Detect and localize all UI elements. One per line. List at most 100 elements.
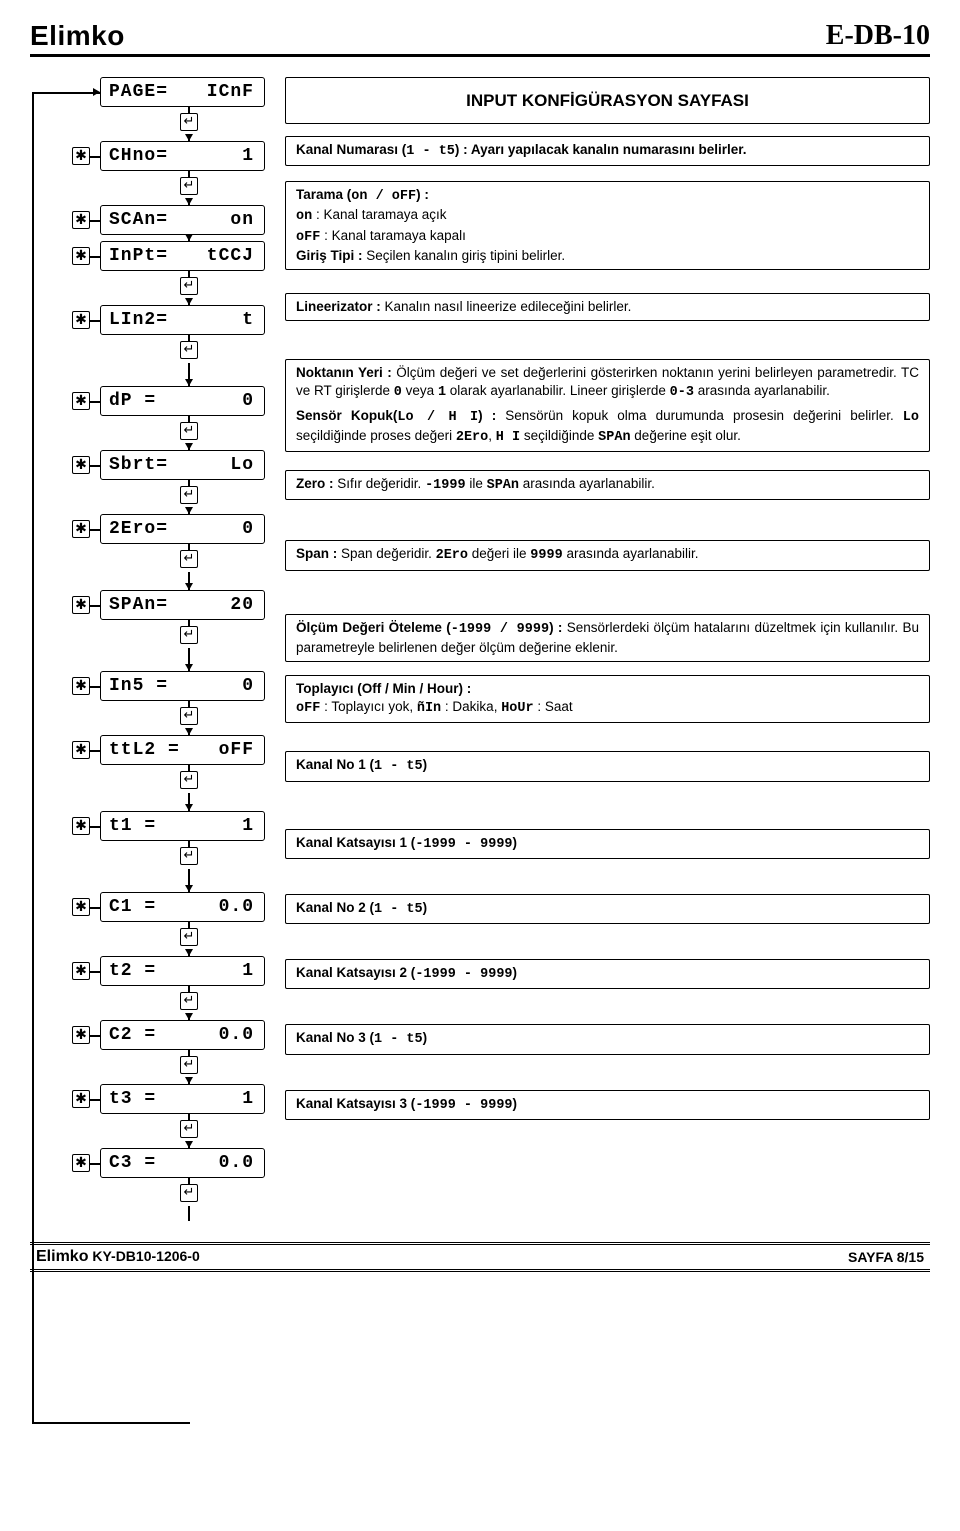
param-value: tCCJ — [207, 246, 254, 266]
star-button[interactable]: ✱ — [72, 520, 90, 538]
param-label: InPt= — [109, 246, 168, 266]
flow-return-bottom — [32, 1422, 190, 1424]
enter-button[interactable]: ↵ — [180, 177, 198, 195]
footer-brand: Elimko — [36, 1248, 88, 1265]
enter-button[interactable]: ↵ — [180, 626, 198, 644]
star-button[interactable]: ✱ — [72, 898, 90, 916]
star-button[interactable]: ✱ — [72, 1154, 90, 1172]
param-t1: ✱ t1 = 1 — [40, 811, 275, 841]
footer-bar: Elimko KY-DB10-1206-0 SAYFA 8/15 — [30, 1242, 930, 1272]
header-bar: Elimko E-DB-10 — [30, 20, 930, 57]
desc-t1: Kanal No 1 (1 - t5) — [285, 751, 930, 781]
star-button[interactable]: ✱ — [72, 741, 90, 759]
desc-ins: Ölçüm Değeri Öteleme (-1999 / 9999) : Se… — [285, 614, 930, 662]
enter-step: ↵ — [40, 113, 275, 141]
param-value: Lo — [230, 455, 254, 475]
param-value: 0.0 — [219, 897, 254, 917]
param-value: 0.0 — [219, 1025, 254, 1045]
param-span: ✱ SPAn= 20 — [40, 590, 275, 620]
enter-button[interactable]: ↵ — [180, 1120, 198, 1138]
enter-button[interactable]: ↵ — [180, 113, 198, 131]
description-column: INPUT KONFİGÜRASYON SAYFASI Kanal Numara… — [285, 77, 930, 1212]
star-button[interactable]: ✱ — [72, 211, 90, 229]
star-button[interactable]: ✱ — [72, 962, 90, 980]
param-value: 1 — [242, 1089, 254, 1109]
desc-t3: Kanal No 3 (1 - t5) — [285, 1024, 930, 1054]
param-sbrt: ✱ Sbrt= Lo — [40, 450, 275, 480]
param-label: PAGE= — [109, 82, 168, 102]
param-t2: ✱ t2 = 1 — [40, 956, 275, 986]
param-value: 1 — [242, 961, 254, 981]
param-zero: ✱ 2Ero= 0 — [40, 514, 275, 544]
enter-button[interactable]: ↵ — [180, 1184, 198, 1202]
param-c3: ✱ C3 = 0.0 — [40, 1148, 275, 1178]
param-value: 20 — [230, 595, 254, 615]
param-t3: ✱ t3 = 1 — [40, 1084, 275, 1114]
star-button[interactable]: ✱ — [72, 456, 90, 474]
param-ttl: ✱ ttL2 = oFF — [40, 735, 275, 765]
param-value: 0 — [242, 519, 254, 539]
star-button[interactable]: ✱ — [72, 311, 90, 329]
desc-dp-sbrt: Noktanın Yeri : Ölçüm değeri ve set değe… — [285, 359, 930, 452]
desc-c3: Kanal Katsayısı 3 (-1999 - 9999) — [285, 1090, 930, 1120]
footer-page: SAYFA 8/15 — [848, 1249, 924, 1265]
flow-return-vertical — [32, 92, 34, 1422]
param-label: t1 = — [109, 816, 156, 836]
star-button[interactable]: ✱ — [72, 247, 90, 265]
param-label: LIn2= — [109, 310, 168, 330]
star-button[interactable]: ✱ — [72, 596, 90, 614]
desc-zero: Zero : Sıfır değeridir. -1999 ile SPAn a… — [285, 470, 930, 500]
param-dp: ✱ dP = 0 — [40, 386, 275, 416]
star-button[interactable]: ✱ — [72, 1090, 90, 1108]
param-label: In5 = — [109, 676, 168, 696]
param-label: C1 = — [109, 897, 156, 917]
param-label: ttL2 = — [109, 740, 180, 760]
arrow-right-icon — [93, 88, 100, 96]
section-title: INPUT KONFİGÜRASYON SAYFASI — [285, 77, 930, 124]
desc-scan-inpt: Tarama (on / oFF) : on : Kanal taramaya … — [285, 181, 930, 270]
enter-button[interactable]: ↵ — [180, 707, 198, 725]
brand-logo: Elimko — [30, 20, 125, 52]
param-label: Sbrt= — [109, 455, 168, 475]
param-label: C2 = — [109, 1025, 156, 1045]
param-value: 1 — [242, 816, 254, 836]
enter-button[interactable]: ↵ — [180, 1056, 198, 1074]
desc-chno: Kanal Numarası (1 - t5) : Ayarı yapılaca… — [285, 136, 930, 166]
desc-c1: Kanal Katsayısı 1 (-1999 - 9999) — [285, 829, 930, 859]
desc-lin: Lineerizator : Kanalın nasıl lineerize e… — [285, 293, 930, 321]
enter-button[interactable]: ↵ — [180, 847, 198, 865]
enter-button[interactable]: ↵ — [180, 277, 198, 295]
param-inpt: ✱ InPt= tCCJ — [40, 241, 275, 271]
param-label: t2 = — [109, 961, 156, 981]
param-lin2: ✱ LIn2= t — [40, 305, 275, 335]
param-value: 0 — [242, 391, 254, 411]
enter-button[interactable]: ↵ — [180, 992, 198, 1010]
enter-button[interactable]: ↵ — [180, 486, 198, 504]
enter-button[interactable]: ↵ — [180, 928, 198, 946]
star-button[interactable]: ✱ — [72, 392, 90, 410]
param-value: oFF — [219, 740, 254, 760]
param-value: 0 — [242, 676, 254, 696]
param-scan: ✱ SCAn= on — [40, 205, 275, 235]
desc-ttl: Toplayıcı (Off / Min / Hour) : oFF : Top… — [285, 675, 930, 723]
param-value: 0.0 — [219, 1153, 254, 1173]
param-value: 1 — [242, 146, 254, 166]
desc-span: Span : Span değeridir. 2Ero değeri ile 9… — [285, 540, 930, 570]
star-button[interactable]: ✱ — [72, 817, 90, 835]
flow-column: PAGE= ICnF ↵ ✱ CHno= 1 ↵ — [40, 77, 275, 1212]
star-button[interactable]: ✱ — [72, 147, 90, 165]
param-value: on — [230, 210, 254, 230]
enter-button[interactable]: ↵ — [180, 422, 198, 440]
param-label: CHno= — [109, 146, 168, 166]
star-button[interactable]: ✱ — [72, 677, 90, 695]
enter-button[interactable]: ↵ — [180, 771, 198, 789]
param-label: t3 = — [109, 1089, 156, 1109]
star-button[interactable]: ✱ — [72, 1026, 90, 1044]
page: Elimko E-DB-10 PAGE= ICnF ↵ — [0, 0, 960, 1292]
param-value: ICnF — [207, 82, 254, 102]
enter-button[interactable]: ↵ — [180, 341, 198, 359]
content-area: PAGE= ICnF ↵ ✱ CHno= 1 ↵ — [40, 77, 930, 1212]
param-ins: ✱ In5 = 0 — [40, 671, 275, 701]
desc-c2: Kanal Katsayısı 2 (-1999 - 9999) — [285, 959, 930, 989]
enter-button[interactable]: ↵ — [180, 550, 198, 568]
